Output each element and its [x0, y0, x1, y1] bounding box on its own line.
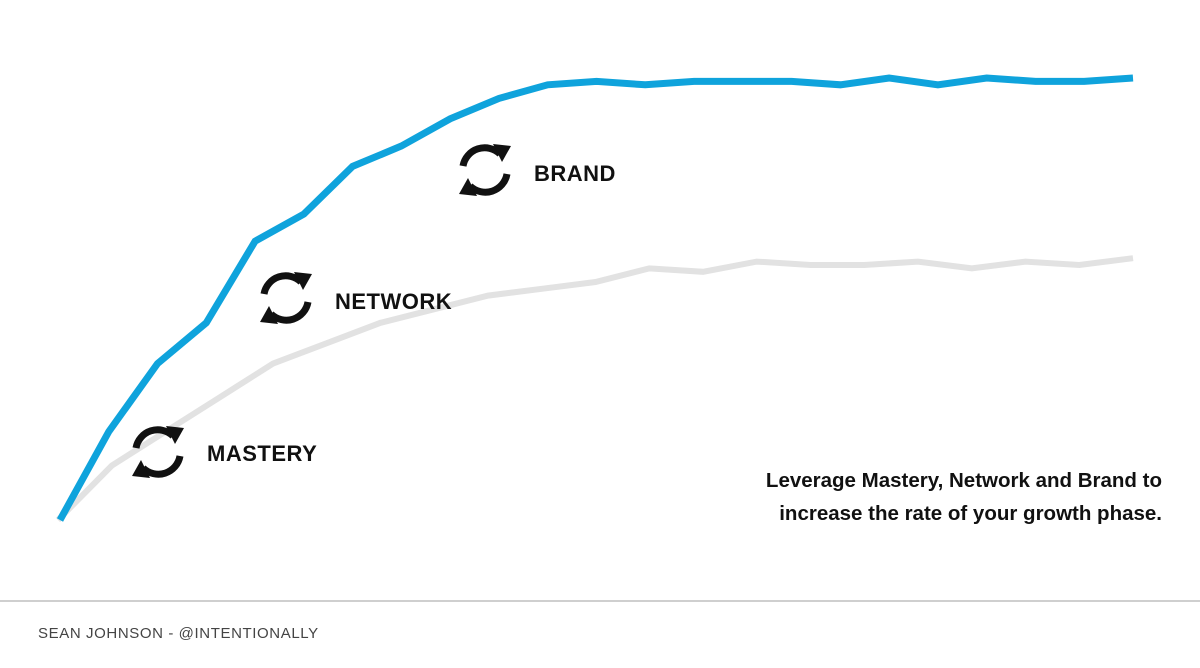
brand-label: BRAND — [534, 161, 616, 186]
series-line-primary — [56, 74, 1134, 522]
refresh-icon — [459, 144, 511, 196]
mastery-annotation: MASTERY — [132, 426, 317, 478]
brand-annotation: BRAND — [459, 144, 616, 196]
series-layer — [55, 74, 1134, 523]
network-label: NETWORK — [335, 289, 452, 314]
growth-chart: MASTERY NETWORK BRAND — [55, 74, 1134, 523]
refresh-icon — [260, 272, 312, 324]
footer-divider — [0, 600, 1200, 602]
caption: Leverage Mastery, Network and Brand to i… — [602, 464, 1162, 530]
caption-line-1: Leverage Mastery, Network and Brand to — [765, 469, 1162, 492]
series-line-secondary — [55, 255, 1134, 523]
mastery-label: MASTERY — [207, 441, 317, 466]
footer-credit: SEAN JOHNSON - @INTENTIONALLY — [38, 625, 319, 642]
caption-line-2: increase the rate of your growth phase. — [779, 502, 1162, 525]
refresh-icon — [132, 426, 184, 478]
network-annotation: NETWORK — [260, 272, 452, 324]
